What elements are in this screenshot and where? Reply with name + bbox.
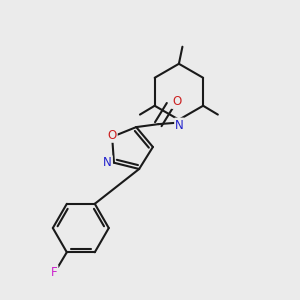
Text: N: N [175, 118, 184, 131]
Text: O: O [107, 129, 117, 142]
Text: F: F [51, 266, 58, 279]
Text: N: N [103, 156, 112, 169]
Text: O: O [172, 95, 181, 108]
